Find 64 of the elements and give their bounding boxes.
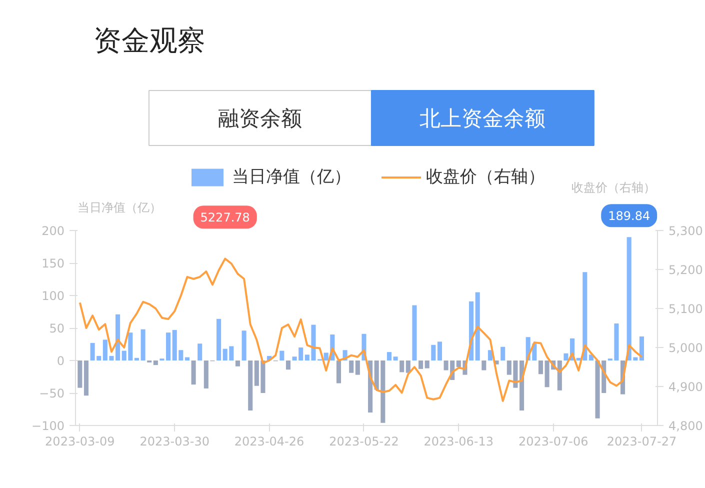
y2-tick-label: 5,100 [668, 302, 703, 316]
bar [475, 292, 480, 360]
y2-tick-label: 5,000 [668, 341, 703, 355]
line-series [78, 258, 643, 402]
bar [153, 360, 158, 366]
bar [242, 330, 246, 360]
legend-label: 收盘价（右轴） [426, 166, 545, 188]
text: 北上资金余额 [420, 106, 546, 130]
y-tick-label: 0 [56, 354, 65, 368]
bar [386, 352, 392, 360]
bar [406, 360, 410, 373]
bar [140, 329, 146, 360]
bar [349, 360, 354, 373]
bar [355, 360, 360, 375]
bar [500, 346, 506, 360]
text: 融资余额 [218, 106, 302, 130]
bar [78, 360, 82, 388]
x-tick-label: 2023-05-22 [329, 434, 399, 448]
x-tick-label: 2023-07-27 [606, 434, 677, 448]
x-tick-label: 2023-06-13 [424, 434, 494, 448]
bar [134, 358, 139, 360]
bar [324, 352, 328, 360]
y2-tick-label: 5,200 [668, 263, 703, 277]
bar [393, 356, 398, 360]
y2-axis-title: 收盘价（右轴） [572, 180, 656, 194]
y-tick-label: 200 [42, 224, 64, 238]
bar [412, 305, 417, 360]
y-tick-label: 100 [42, 289, 64, 303]
bar [84, 360, 89, 396]
bar [198, 344, 202, 360]
bar [248, 360, 253, 411]
x-tick-label: 2023-04-26 [234, 434, 304, 448]
y2-tick-label: 4,800 [668, 419, 703, 433]
bar [437, 342, 442, 360]
bar [184, 357, 190, 360]
bar [564, 353, 568, 360]
bar [280, 350, 284, 360]
data-label: 189.84 [608, 209, 650, 224]
bar [235, 360, 240, 366]
bar [336, 360, 341, 384]
data-label: 5227.78 [200, 210, 250, 225]
bar [424, 360, 430, 368]
y-axis-title: 当日净值（亿） [78, 200, 162, 214]
bar [286, 360, 290, 370]
legend-label: 当日净值（亿） [232, 166, 351, 188]
bar [400, 360, 404, 372]
bar [482, 360, 486, 370]
bar [191, 360, 196, 385]
x-tick-label: 2023-07-06 [518, 434, 588, 448]
bar [418, 360, 424, 369]
chart-title: 资金观察 [94, 24, 206, 57]
bar [639, 336, 644, 360]
x-tick-label: 2023-03-30 [140, 434, 210, 448]
x-tick-label: 2023-03-09 [45, 434, 115, 448]
y-tick-label: 50 [49, 322, 65, 336]
y-tick-label: 150 [42, 256, 64, 270]
bar [431, 344, 436, 360]
bar [582, 272, 588, 360]
y-tick-label: −100 [32, 419, 65, 433]
y2-tick-label: 4,900 [668, 380, 703, 394]
y2-tick-label: 5,300 [668, 224, 703, 238]
bar [538, 360, 543, 374]
y-tick-label: −50 [39, 386, 65, 400]
bar [216, 318, 222, 360]
